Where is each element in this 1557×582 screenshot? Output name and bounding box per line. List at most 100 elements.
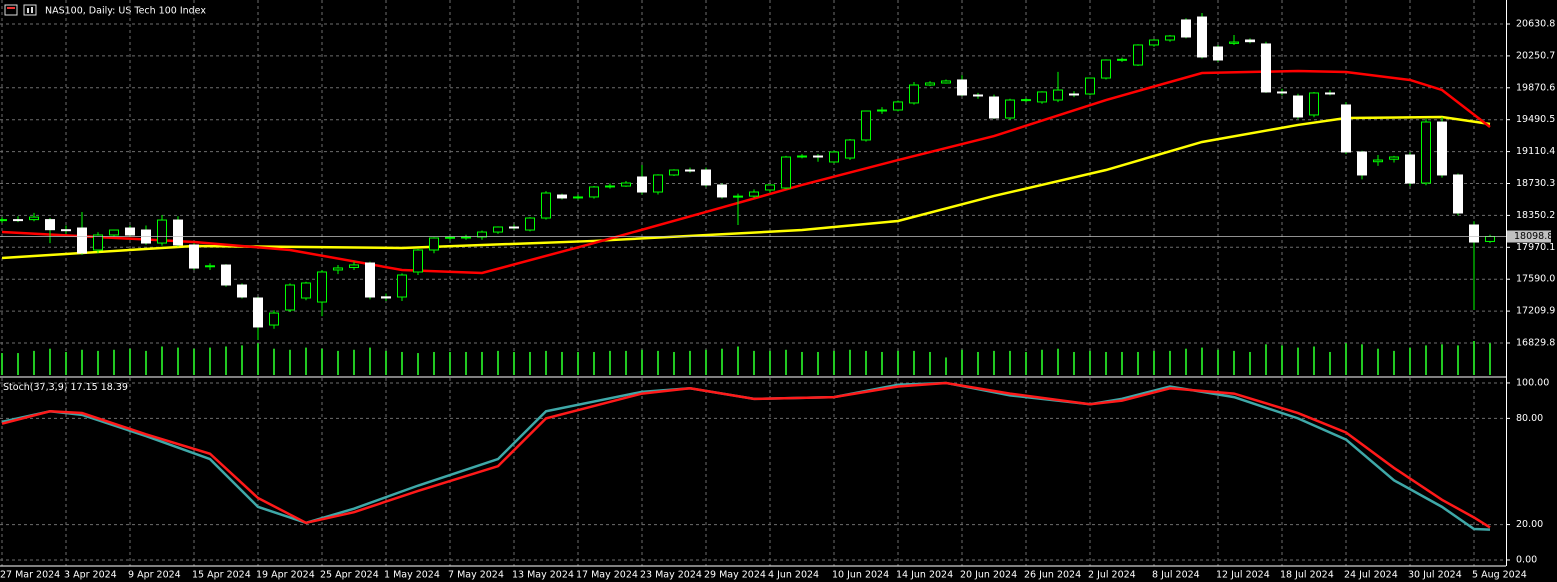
- candle-body: [1101, 59, 1111, 79]
- x-tick-label: 26 Jun 2024: [1024, 570, 1081, 581]
- candle-body: [1469, 224, 1479, 243]
- chart-title: NAS100, Daily: US Tech 100 Index: [45, 6, 206, 17]
- x-tick-label: 29 May 2024: [704, 570, 766, 581]
- candle-body: [797, 155, 807, 158]
- candle-body: [1421, 121, 1431, 184]
- x-tick-label: 8 Jul 2024: [1152, 570, 1200, 581]
- x-tick-label: 2 Jul 2024: [1088, 570, 1136, 581]
- candle-body: [1309, 92, 1319, 116]
- y-tick-label: 20.00: [1516, 519, 1543, 530]
- x-tick-label: 12 Jul 2024: [1216, 570, 1270, 581]
- candle-body: [1021, 99, 1031, 102]
- x-tick-label: 7 May 2024: [448, 570, 504, 581]
- candle-body: [1117, 58, 1127, 61]
- icon: [31, 7, 33, 13]
- candle-body: [221, 264, 231, 286]
- candle-body: [1389, 156, 1399, 160]
- x-tick-label: 5 Aug 2024: [1472, 570, 1527, 581]
- candle-body: [557, 194, 567, 199]
- candle-body: [525, 217, 535, 231]
- candle-body: [461, 236, 471, 239]
- candle-body: [1357, 151, 1367, 176]
- candle-body: [733, 195, 743, 198]
- y-tick-label: 19490.5: [1516, 114, 1555, 125]
- candle-body: [477, 231, 487, 238]
- candle-body: [269, 312, 279, 326]
- candle-body: [29, 216, 39, 221]
- candle-body: [333, 267, 343, 271]
- candle-body: [445, 236, 455, 239]
- candle-body: [573, 196, 583, 199]
- candle-body: [845, 139, 855, 159]
- candle-body: [1325, 92, 1335, 95]
- header-icons: [4, 4, 37, 16]
- candle-body: [205, 265, 215, 268]
- x-tick-label: 13 May 2024: [512, 570, 574, 581]
- candle-body: [301, 282, 311, 299]
- y-tick-label: 18730.3: [1516, 178, 1555, 189]
- y-tick-label: 17209.9: [1516, 306, 1555, 317]
- y-tick-label: 17970.1: [1516, 242, 1555, 253]
- candle-body: [1245, 39, 1255, 43]
- x-tick-label: 27 Mar 2024: [0, 570, 60, 581]
- candle-body: [941, 80, 951, 84]
- y-tick-label: 100.00: [1516, 377, 1549, 388]
- candle-body: [157, 219, 167, 244]
- candle-body: [1485, 236, 1495, 242]
- candle-body: [1341, 104, 1351, 153]
- candle-body: [1229, 41, 1239, 44]
- icon: [27, 8, 29, 13]
- candle-body: [509, 226, 519, 229]
- candle-body: [925, 82, 935, 86]
- candle-body: [669, 169, 679, 176]
- candle-body: [877, 109, 887, 112]
- candle-body: [413, 249, 423, 273]
- candle-body: [589, 186, 599, 198]
- candle-body: [1005, 99, 1015, 119]
- candle-body: [1405, 154, 1415, 184]
- candle-body: [397, 274, 407, 298]
- candle-body: [237, 284, 247, 298]
- candle-body: [973, 94, 983, 97]
- candle-body: [109, 229, 119, 236]
- candle-body: [1165, 35, 1175, 41]
- candle-body: [989, 96, 999, 119]
- candle-body: [861, 110, 871, 141]
- candle-body: [13, 219, 23, 222]
- candle-body: [717, 184, 727, 198]
- candle-body: [541, 192, 551, 219]
- y-tick-label: 19870.6: [1516, 82, 1555, 93]
- x-tick-label: 18 Jul 2024: [1280, 570, 1334, 581]
- candle-body: [1437, 121, 1447, 176]
- x-tick-label: 4 Jun 2024: [768, 570, 819, 581]
- candle-body: [1133, 44, 1143, 66]
- candle-body: [1293, 95, 1303, 118]
- candle-body: [781, 156, 791, 189]
- indicator-label: Stoch(37,3,9) 17.15 18.39: [3, 382, 128, 393]
- candle-body: [621, 182, 631, 187]
- candle-body: [429, 237, 439, 251]
- candle-body: [909, 84, 919, 104]
- candle-body: [685, 169, 695, 172]
- candle-body: [701, 169, 711, 186]
- y-tick-label: 20630.8: [1516, 19, 1555, 30]
- candle-body: [765, 184, 775, 191]
- x-tick-label: 19 Apr 2024: [256, 570, 315, 581]
- candle-body: [1053, 89, 1063, 101]
- x-tick-label: 10 Jun 2024: [832, 570, 889, 581]
- candle-body: [957, 79, 967, 96]
- candle-body: [605, 185, 615, 188]
- icon: [7, 7, 15, 9]
- candle-body: [125, 227, 135, 236]
- y-tick-label: 20250.7: [1516, 50, 1555, 61]
- candle-body: [637, 176, 647, 193]
- candle-body: [1069, 93, 1079, 96]
- candle-body: [749, 191, 759, 197]
- candle-body: [253, 297, 263, 328]
- candle-body: [189, 244, 199, 269]
- candle-body: [173, 219, 183, 246]
- candle-body: [1373, 159, 1383, 163]
- candle-body: [1453, 174, 1463, 214]
